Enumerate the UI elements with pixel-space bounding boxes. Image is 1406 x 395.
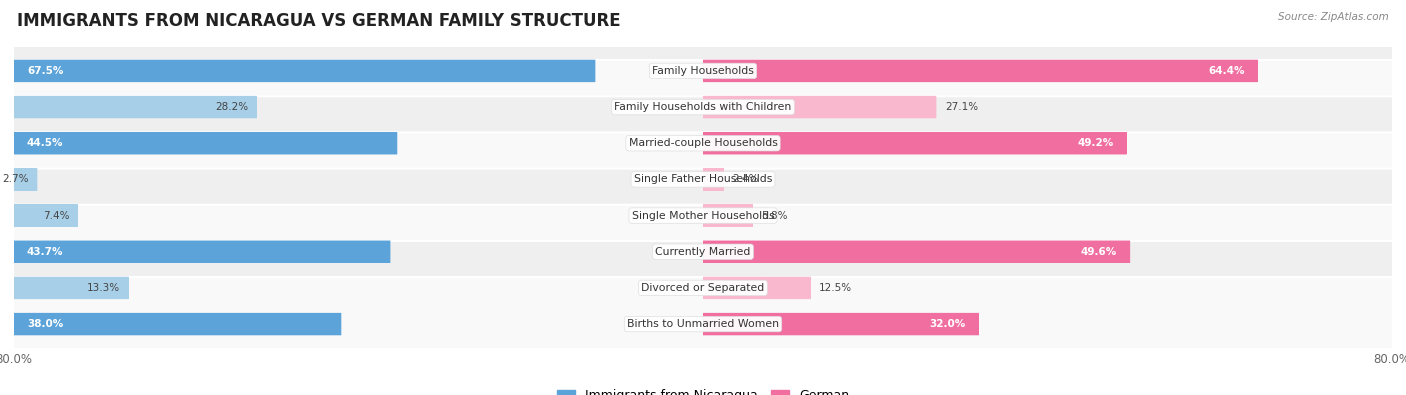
Bar <box>14 204 77 227</box>
Text: 2.7%: 2.7% <box>3 175 28 184</box>
Text: 5.8%: 5.8% <box>762 211 787 220</box>
FancyBboxPatch shape <box>0 132 1406 226</box>
FancyBboxPatch shape <box>0 205 1406 299</box>
FancyBboxPatch shape <box>14 60 595 82</box>
FancyBboxPatch shape <box>14 277 128 299</box>
FancyBboxPatch shape <box>703 96 936 118</box>
Bar <box>703 168 724 191</box>
Bar <box>14 60 595 82</box>
Legend: Immigrants from Nicaragua, German: Immigrants from Nicaragua, German <box>551 384 855 395</box>
Bar <box>14 168 38 191</box>
Text: Births to Unmarried Women: Births to Unmarried Women <box>627 319 779 329</box>
FancyBboxPatch shape <box>14 96 257 118</box>
FancyBboxPatch shape <box>0 60 1406 154</box>
Bar <box>703 277 811 299</box>
Text: Divorced or Separated: Divorced or Separated <box>641 283 765 293</box>
FancyBboxPatch shape <box>703 313 979 335</box>
Text: 7.4%: 7.4% <box>42 211 69 220</box>
FancyBboxPatch shape <box>703 277 811 299</box>
Text: Family Households: Family Households <box>652 66 754 76</box>
Text: 43.7%: 43.7% <box>27 247 63 257</box>
FancyBboxPatch shape <box>703 60 1257 82</box>
Text: 12.5%: 12.5% <box>820 283 852 293</box>
Bar <box>14 241 391 263</box>
FancyBboxPatch shape <box>14 168 38 191</box>
FancyBboxPatch shape <box>703 204 754 227</box>
FancyBboxPatch shape <box>14 241 391 263</box>
FancyBboxPatch shape <box>14 132 398 154</box>
FancyBboxPatch shape <box>0 169 1406 263</box>
Text: 49.6%: 49.6% <box>1081 247 1118 257</box>
Bar <box>14 132 398 154</box>
Text: Currently Married: Currently Married <box>655 247 751 257</box>
FancyBboxPatch shape <box>0 24 1406 118</box>
Text: 38.0%: 38.0% <box>27 319 63 329</box>
Text: Source: ZipAtlas.com: Source: ZipAtlas.com <box>1278 12 1389 22</box>
Bar <box>703 60 1257 82</box>
FancyBboxPatch shape <box>0 96 1406 190</box>
Bar <box>14 277 128 299</box>
FancyBboxPatch shape <box>703 241 1130 263</box>
Text: 27.1%: 27.1% <box>945 102 979 112</box>
Bar <box>703 96 936 118</box>
Bar <box>703 132 1126 154</box>
FancyBboxPatch shape <box>703 132 1126 154</box>
Bar <box>14 96 257 118</box>
Text: Married-couple Households: Married-couple Households <box>628 138 778 148</box>
FancyBboxPatch shape <box>0 277 1406 371</box>
Bar <box>703 313 979 335</box>
Text: 44.5%: 44.5% <box>27 138 63 148</box>
FancyBboxPatch shape <box>14 204 77 227</box>
Text: Single Mother Households: Single Mother Households <box>631 211 775 220</box>
Text: 67.5%: 67.5% <box>27 66 63 76</box>
Text: 49.2%: 49.2% <box>1077 138 1114 148</box>
Text: Family Households with Children: Family Households with Children <box>614 102 792 112</box>
FancyBboxPatch shape <box>14 313 342 335</box>
Bar <box>703 204 754 227</box>
Text: 2.4%: 2.4% <box>733 175 759 184</box>
Bar <box>14 313 342 335</box>
Text: 13.3%: 13.3% <box>87 283 120 293</box>
Text: IMMIGRANTS FROM NICARAGUA VS GERMAN FAMILY STRUCTURE: IMMIGRANTS FROM NICARAGUA VS GERMAN FAMI… <box>17 12 620 30</box>
Bar <box>703 241 1130 263</box>
FancyBboxPatch shape <box>703 168 724 191</box>
Text: 32.0%: 32.0% <box>929 319 966 329</box>
Text: 64.4%: 64.4% <box>1208 66 1244 76</box>
FancyBboxPatch shape <box>0 241 1406 335</box>
Text: Single Father Households: Single Father Households <box>634 175 772 184</box>
Text: 28.2%: 28.2% <box>215 102 249 112</box>
